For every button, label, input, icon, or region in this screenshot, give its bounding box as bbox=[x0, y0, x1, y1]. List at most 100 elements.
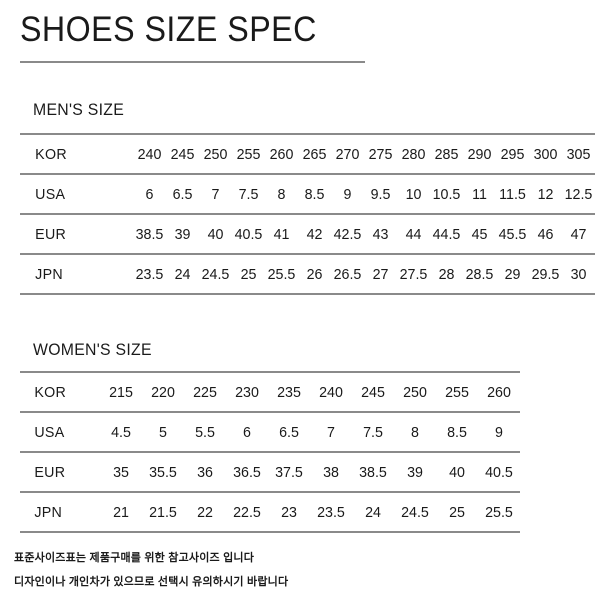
size-cell: 285 bbox=[430, 133, 463, 174]
size-cell: 25 bbox=[437, 491, 477, 533]
size-cell: 25 bbox=[232, 253, 265, 295]
size-cell: 24.5 bbox=[395, 491, 435, 533]
size-cell: 42.5 bbox=[331, 213, 364, 254]
size-cell: 255 bbox=[437, 371, 477, 412]
size-cell: 220 bbox=[143, 371, 183, 412]
size-cell: 24 bbox=[353, 491, 393, 533]
size-cell: 11 bbox=[463, 173, 496, 214]
table-row: EUR 35 35.5 36 36.5 37.5 38 38.5 39 40 40.5 bbox=[20, 451, 520, 492]
size-cell: 40.5 bbox=[232, 213, 265, 254]
row-label-jpn: JPN bbox=[22, 253, 131, 295]
row-label-usa: USA bbox=[22, 173, 131, 214]
size-cell: 40 bbox=[199, 213, 232, 254]
size-cell: 28 bbox=[430, 253, 463, 295]
row-label-eur: EUR bbox=[22, 451, 98, 492]
size-cell: 42 bbox=[298, 213, 331, 254]
womens-size-table: KOR 215 220 225 230 235 240 245 250 255 260 USA 4.5 5… bbox=[20, 371, 520, 533]
size-cell: 225 bbox=[185, 371, 225, 412]
size-cell: 36.5 bbox=[227, 451, 267, 492]
row-label-kor: KOR bbox=[22, 133, 131, 174]
size-cell: 9.5 bbox=[364, 173, 397, 214]
size-cell: 10 bbox=[397, 173, 430, 214]
size-cell: 250 bbox=[199, 133, 232, 174]
womens-size-heading: WOMEN'S SIZE bbox=[33, 340, 152, 359]
table-row: USA 6 6.5 7 7.5 8 8.5 9 9.5 10 10.5 11 11.5 12 12.5 bbox=[20, 173, 595, 214]
size-cell: 23.5 bbox=[133, 253, 166, 295]
table-row: KOR 215 220 225 230 235 240 245 250 255 260 bbox=[20, 371, 520, 412]
size-cell: 37.5 bbox=[269, 451, 309, 492]
table-row: KOR 240 245 250 255 260 265 270 275 280 285 290 295 3… bbox=[20, 133, 595, 174]
size-cell: 25.5 bbox=[479, 491, 519, 533]
size-cell: 12.5 bbox=[562, 173, 595, 214]
size-cell: 26.5 bbox=[331, 253, 364, 295]
size-cell: 24.5 bbox=[199, 253, 232, 295]
size-cell: 38.5 bbox=[133, 213, 166, 254]
size-cell: 23.5 bbox=[311, 491, 351, 533]
size-cell: 45 bbox=[463, 213, 496, 254]
size-cell: 9 bbox=[331, 173, 364, 214]
size-cell: 29 bbox=[496, 253, 529, 295]
size-cell: 260 bbox=[265, 133, 298, 174]
size-cell: 9 bbox=[479, 411, 519, 452]
size-cell: 295 bbox=[496, 133, 529, 174]
size-cell: 270 bbox=[331, 133, 364, 174]
size-cell: 38 bbox=[311, 451, 351, 492]
size-cell: 230 bbox=[227, 371, 267, 412]
size-cell: 12 bbox=[529, 173, 562, 214]
size-cell: 280 bbox=[397, 133, 430, 174]
size-cell: 21.5 bbox=[143, 491, 183, 533]
mens-table-body: KOR 240 245 250 255 260 265 270 275 280 285 290 295 3… bbox=[20, 133, 595, 295]
size-cell: 8.5 bbox=[437, 411, 477, 452]
size-cell: 10.5 bbox=[430, 173, 463, 214]
size-cell: 7 bbox=[199, 173, 232, 214]
size-cell: 40 bbox=[437, 451, 477, 492]
size-cell: 44 bbox=[397, 213, 430, 254]
size-cell: 36 bbox=[185, 451, 225, 492]
size-cell: 11.5 bbox=[496, 173, 529, 214]
size-cell: 30 bbox=[562, 253, 595, 295]
row-label-eur: EUR bbox=[22, 213, 131, 254]
title-underline-rule bbox=[20, 61, 365, 63]
size-cell: 47 bbox=[562, 213, 595, 254]
size-cell: 39 bbox=[166, 213, 199, 254]
table-row: USA 4.5 5 5.5 6 6.5 7 7.5 8 8.5 9 bbox=[20, 411, 520, 452]
size-cell: 265 bbox=[298, 133, 331, 174]
size-cell: 46 bbox=[529, 213, 562, 254]
size-cell: 7.5 bbox=[353, 411, 393, 452]
footnotes: 표준사이즈표는 제품구매를 위한 참고사이즈 입니다 디자인이나 개인차가 있으므… bbox=[14, 546, 584, 594]
size-cell: 35.5 bbox=[143, 451, 183, 492]
size-cell: 26 bbox=[298, 253, 331, 295]
size-cell: 39 bbox=[395, 451, 435, 492]
size-cell: 5 bbox=[143, 411, 183, 452]
size-cell: 7.5 bbox=[232, 173, 265, 214]
size-cell: 260 bbox=[479, 371, 519, 412]
title-block: SHOES SIZE SPEC bbox=[20, 8, 580, 63]
table-row: EUR 38.5 39 40 40.5 41 42 42.5 43 44 44.5 45 45.5 46 4… bbox=[20, 213, 595, 254]
size-cell: 240 bbox=[311, 371, 351, 412]
size-cell: 22.5 bbox=[227, 491, 267, 533]
size-cell: 8.5 bbox=[298, 173, 331, 214]
size-cell: 290 bbox=[463, 133, 496, 174]
size-cell: 250 bbox=[395, 371, 435, 412]
size-cell: 8 bbox=[265, 173, 298, 214]
size-cell: 245 bbox=[166, 133, 199, 174]
size-cell: 41 bbox=[265, 213, 298, 254]
size-cell: 44.5 bbox=[430, 213, 463, 254]
size-cell: 7 bbox=[311, 411, 351, 452]
table-row: JPN 23.5 24 24.5 25 25.5 26 26.5 27 27.5 28 28.5 29 2… bbox=[20, 253, 595, 295]
size-cell: 6.5 bbox=[166, 173, 199, 214]
size-cell: 6 bbox=[133, 173, 166, 214]
size-cell: 45.5 bbox=[496, 213, 529, 254]
size-cell: 305 bbox=[562, 133, 595, 174]
size-cell: 6 bbox=[227, 411, 267, 452]
size-cell: 23 bbox=[269, 491, 309, 533]
size-cell: 255 bbox=[232, 133, 265, 174]
size-cell: 235 bbox=[269, 371, 309, 412]
size-cell: 21 bbox=[101, 491, 141, 533]
size-cell: 5.5 bbox=[185, 411, 225, 452]
footnote-line: 디자인이나 개인차가 있으므로 선택시 유의하시기 바랍니다 bbox=[14, 576, 289, 588]
size-cell: 38.5 bbox=[353, 451, 393, 492]
size-cell: 40.5 bbox=[479, 451, 519, 492]
row-label-jpn: JPN bbox=[22, 491, 98, 533]
size-cell: 240 bbox=[133, 133, 166, 174]
